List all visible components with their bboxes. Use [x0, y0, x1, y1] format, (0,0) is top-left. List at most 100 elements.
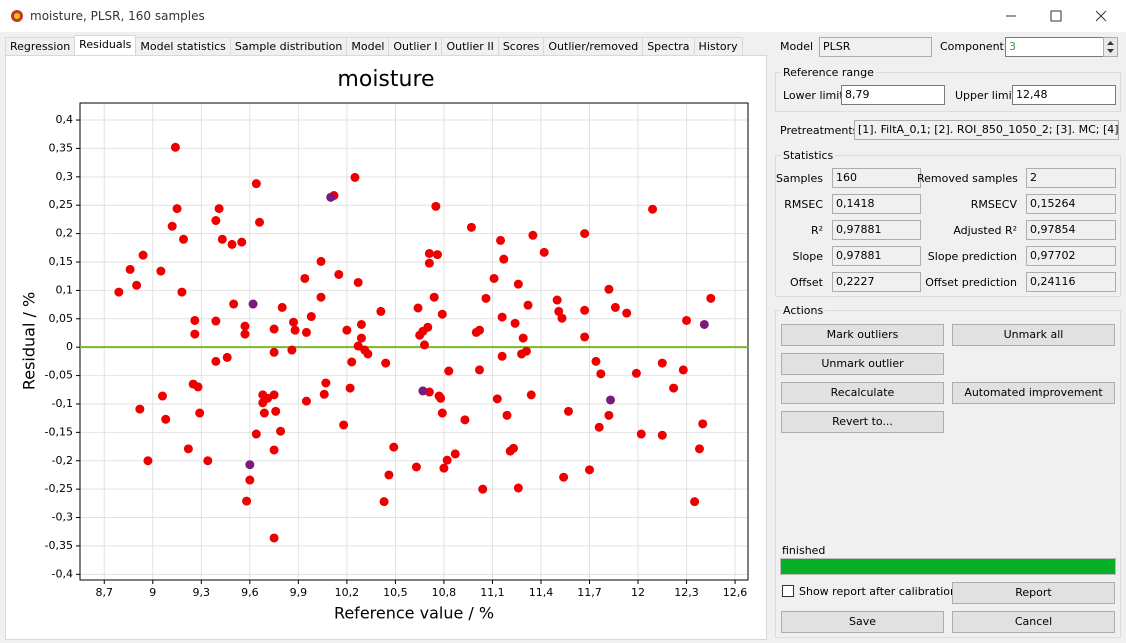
- recalculate-button[interactable]: Recalculate: [781, 382, 944, 404]
- tab[interactable]: Residuals: [74, 35, 137, 57]
- tab[interactable]: Model statistics: [135, 37, 231, 57]
- stat-label: Adjusted R²: [953, 224, 1017, 237]
- group-title: Actions: [781, 304, 826, 317]
- data-point: [657, 358, 667, 368]
- y-tick-label: 0,25: [49, 198, 74, 211]
- report-button[interactable]: Report: [952, 582, 1115, 604]
- tab-strip: Regression Residuals Model statistics Sampl…: [5, 35, 743, 57]
- y-tick-label: 0,15: [49, 255, 74, 268]
- unmark-outlier-button[interactable]: Unmark outlier: [781, 353, 944, 375]
- data-point: [183, 444, 193, 454]
- tab[interactable]: Model: [346, 37, 390, 57]
- data-point: [496, 235, 506, 245]
- tab[interactable]: Outlier/removed: [543, 37, 644, 57]
- data-point: [444, 366, 454, 376]
- y-tick-label: 0,35: [49, 141, 74, 154]
- statistics-group: [775, 155, 1121, 297]
- data-point: [606, 395, 616, 405]
- y-tick-label: -0,25: [45, 482, 73, 495]
- data-point: [190, 315, 200, 325]
- data-point: [316, 256, 326, 266]
- data-point: [356, 319, 366, 329]
- data-point: [229, 299, 239, 309]
- data-point: [389, 442, 399, 452]
- data-point: [287, 345, 297, 355]
- data-point: [321, 378, 331, 388]
- data-point: [379, 497, 389, 507]
- tab[interactable]: Sample distribution: [229, 37, 348, 57]
- save-button[interactable]: Save: [781, 611, 944, 633]
- data-point: [539, 247, 549, 257]
- mark-outliers-button[interactable]: Mark outliers: [781, 324, 944, 346]
- automated-improvement-button[interactable]: Automated improvement: [952, 382, 1115, 404]
- y-tick-label: -0,1: [52, 397, 73, 410]
- data-point: [418, 386, 428, 396]
- data-point: [460, 415, 470, 425]
- data-point: [552, 295, 562, 305]
- data-point: [245, 460, 255, 470]
- y-tick-label: 0,1: [56, 283, 74, 296]
- component-spinner[interactable]: [1103, 37, 1118, 57]
- x-tick-label: 11,1: [480, 586, 505, 599]
- data-point: [384, 470, 394, 480]
- tab[interactable]: Scores: [497, 37, 545, 57]
- stat-value: 0,97854: [1026, 220, 1116, 240]
- data-point: [190, 329, 200, 339]
- data-point: [557, 313, 567, 323]
- data-point: [132, 280, 142, 290]
- y-tick-label: 0,2: [56, 227, 74, 240]
- data-point: [319, 389, 329, 399]
- data-point: [170, 142, 180, 152]
- lower-limit-field[interactable]: 8,79: [841, 85, 945, 105]
- data-point: [528, 230, 538, 240]
- cancel-button[interactable]: Cancel: [952, 611, 1115, 633]
- reference-range-group: [775, 72, 1121, 112]
- data-point: [237, 237, 247, 247]
- x-tick-label: 12,6: [723, 586, 748, 599]
- data-point: [289, 317, 299, 327]
- data-point: [424, 248, 434, 258]
- data-point: [269, 533, 279, 543]
- x-tick-label: 9: [149, 586, 156, 599]
- data-point: [301, 396, 311, 406]
- data-point: [350, 172, 360, 182]
- lower-limit-label: Lower limit: [783, 89, 844, 102]
- data-point: [242, 496, 252, 506]
- data-point: [353, 341, 363, 351]
- checkbox[interactable]: [782, 585, 794, 597]
- upper-limit-field[interactable]: 12,48: [1012, 85, 1116, 105]
- progress-bar: [780, 558, 1116, 575]
- status-text: finished: [782, 544, 826, 557]
- data-point: [622, 308, 632, 318]
- data-point: [424, 258, 434, 268]
- data-point: [172, 204, 182, 214]
- data-point: [214, 204, 224, 214]
- data-point: [259, 408, 269, 418]
- data-point: [523, 300, 533, 310]
- data-point: [356, 333, 366, 343]
- component-field[interactable]: 3: [1005, 37, 1104, 57]
- tab[interactable]: Regression: [5, 37, 76, 57]
- checkbox-label[interactable]: Show report after calibration: [799, 585, 958, 598]
- tab[interactable]: History: [693, 37, 743, 57]
- stat-value: 0,97881: [832, 220, 921, 240]
- tab[interactable]: Spectra: [642, 37, 695, 57]
- data-point: [211, 316, 221, 326]
- unmark-all-button[interactable]: Unmark all: [952, 324, 1115, 346]
- data-point: [698, 419, 708, 429]
- y-tick-label: -0,3: [52, 511, 73, 524]
- chart-title: moisture: [337, 67, 434, 92]
- tab[interactable]: Outlier I: [388, 37, 443, 57]
- stat-label: Offset: [789, 276, 823, 289]
- data-point: [429, 292, 439, 302]
- revert-button[interactable]: Revert to...: [781, 411, 944, 433]
- tab[interactable]: Outlier II: [441, 37, 499, 57]
- data-point: [301, 327, 311, 337]
- data-point: [227, 239, 237, 249]
- data-point: [631, 368, 641, 378]
- window-controls[interactable]: [990, 0, 1126, 32]
- data-point: [300, 273, 310, 283]
- data-point: [706, 293, 716, 303]
- data-point: [240, 321, 250, 331]
- data-point: [376, 306, 386, 316]
